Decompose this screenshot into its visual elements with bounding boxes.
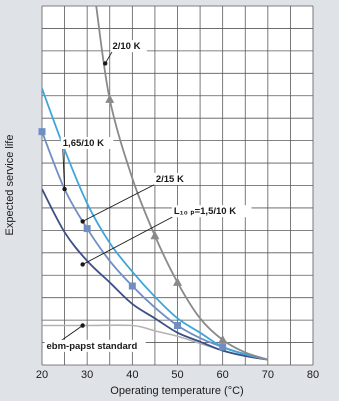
x-tick-label: 30 bbox=[81, 369, 93, 381]
series-line-1 bbox=[42, 88, 269, 361]
x-tick-label: 40 bbox=[126, 369, 138, 381]
x-tick-label: 80 bbox=[307, 369, 319, 381]
series-marker-square bbox=[83, 225, 91, 233]
x-tick-label: 70 bbox=[262, 369, 274, 381]
y-axis-label: Expected service life bbox=[4, 135, 16, 236]
series-marker-square bbox=[174, 322, 181, 330]
series-marker-square bbox=[38, 128, 46, 136]
series-layer bbox=[42, 6, 269, 361]
annotation-label-bg bbox=[171, 205, 252, 218]
series-marker-triangle bbox=[105, 94, 115, 103]
curve-label: L₁₀ ₚ=1,5/10 K bbox=[174, 206, 236, 217]
grid bbox=[41, 5, 314, 366]
curve-label: 1,65/10 K bbox=[63, 138, 104, 149]
series-marker-square bbox=[128, 282, 136, 290]
series-line-0 bbox=[95, 6, 269, 361]
curve-label: ebm-papst standard bbox=[47, 341, 138, 352]
x-tick-label: 20 bbox=[36, 369, 48, 381]
annotation-dot bbox=[80, 219, 85, 224]
x-tick-label: 60 bbox=[217, 369, 229, 381]
annotation-leader bbox=[104, 50, 113, 64]
x-axis-label: Operating temperature (°C) bbox=[110, 385, 243, 397]
annotation-leader bbox=[82, 215, 175, 265]
curve-label: 2/10 K bbox=[112, 41, 140, 52]
annotation-label-bg bbox=[44, 339, 146, 352]
series-marker-triangle bbox=[218, 334, 228, 344]
x-tick-label: 50 bbox=[171, 369, 183, 381]
annotation-dot bbox=[80, 323, 85, 328]
annotation-label-bg bbox=[110, 40, 147, 53]
x-axis-ticks: 20 30 40 50 60 70 80 bbox=[36, 369, 319, 381]
curve-label: 2/15 K bbox=[156, 174, 184, 185]
annotation-label-bg bbox=[153, 172, 191, 185]
series-marker-triangle bbox=[173, 277, 182, 286]
annotation-dot bbox=[80, 262, 85, 267]
annotation-leader bbox=[62, 147, 66, 190]
annotation-label-bg bbox=[60, 137, 114, 150]
series-marker-square bbox=[219, 343, 227, 351]
marker-layer bbox=[38, 94, 228, 351]
series-line-3 bbox=[42, 188, 268, 361]
annotation-layer: 2/10 K 2/15 K 1,65/10 K L₁₀ ₚ=1,5/10 K ebm-p… bbox=[44, 40, 252, 352]
annotation-dot bbox=[62, 186, 67, 192]
series-marker-triangle bbox=[150, 230, 160, 240]
annotation-dot bbox=[103, 61, 108, 66]
annotation-leader bbox=[82, 183, 157, 222]
